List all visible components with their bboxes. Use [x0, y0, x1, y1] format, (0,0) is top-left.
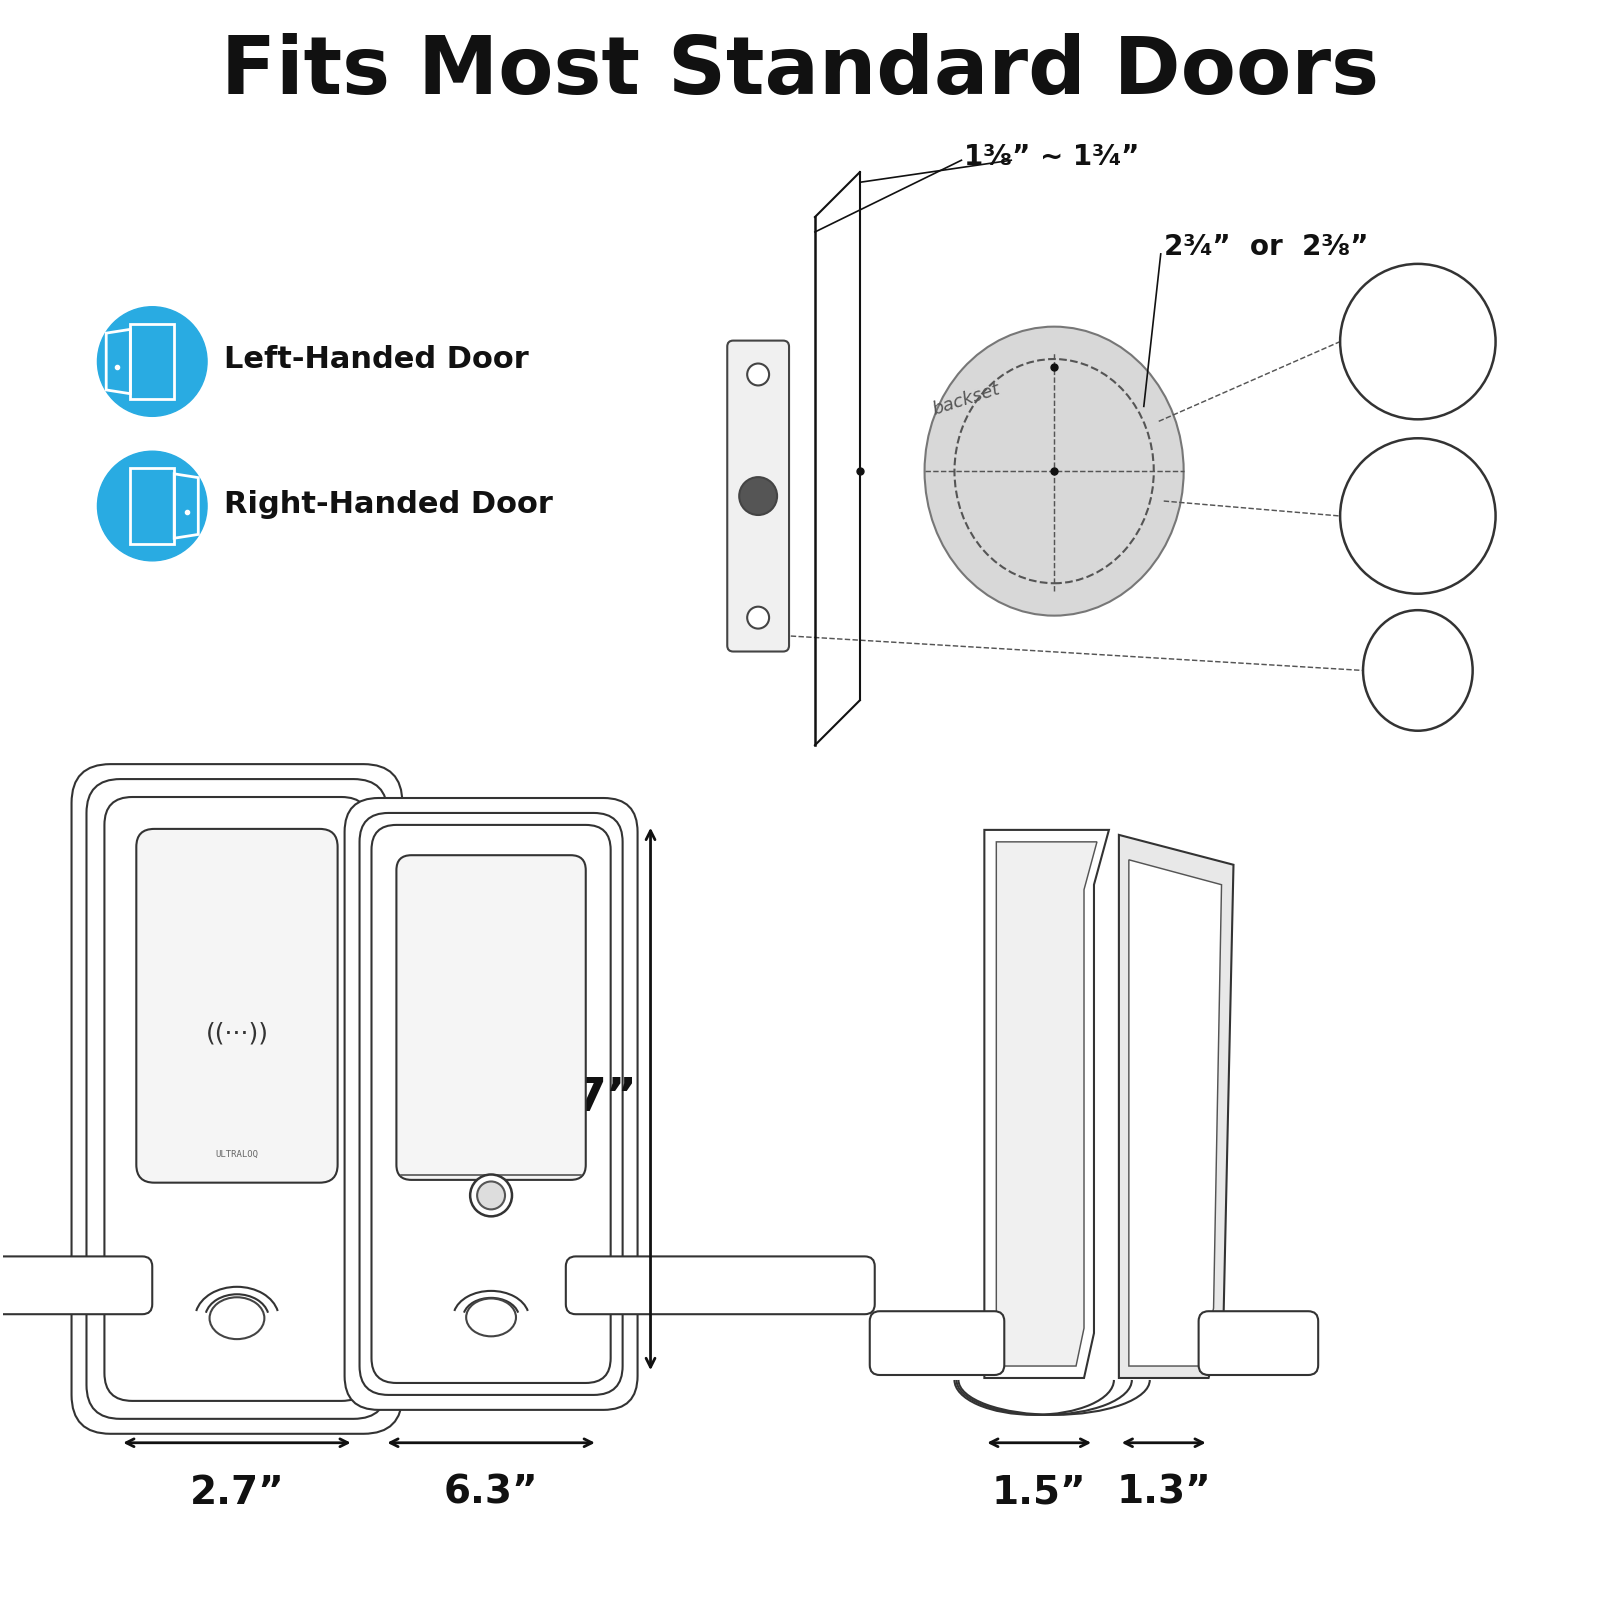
Ellipse shape [1363, 610, 1472, 731]
Text: backset: backset [930, 381, 1002, 419]
Polygon shape [1130, 859, 1221, 1366]
Text: ((···)): ((···)) [205, 1021, 269, 1045]
FancyBboxPatch shape [397, 856, 586, 1179]
Ellipse shape [925, 326, 1184, 616]
Text: 1.3”: 1.3” [1117, 1474, 1211, 1512]
FancyBboxPatch shape [870, 1312, 1005, 1374]
FancyBboxPatch shape [1198, 1312, 1318, 1374]
Polygon shape [1118, 835, 1234, 1378]
FancyBboxPatch shape [86, 779, 387, 1419]
Circle shape [739, 477, 778, 515]
Ellipse shape [466, 1299, 515, 1336]
FancyBboxPatch shape [72, 765, 402, 1434]
Bar [130, 469, 174, 544]
Text: 1³⁄₈” ∼ 1³⁄₄”: 1³⁄₈” ∼ 1³⁄₄” [965, 144, 1139, 171]
Text: 1.5”: 1.5” [992, 1474, 1086, 1512]
FancyBboxPatch shape [360, 813, 622, 1395]
Circle shape [1341, 438, 1496, 594]
Circle shape [470, 1174, 512, 1216]
Text: 7”: 7” [574, 1077, 638, 1122]
Circle shape [747, 606, 770, 629]
Circle shape [1341, 264, 1496, 419]
Text: ULTRALOQ: ULTRALOQ [216, 1150, 259, 1160]
Text: 1”: 1” [1398, 638, 1437, 667]
Polygon shape [997, 842, 1098, 1366]
Circle shape [477, 1181, 506, 1210]
FancyBboxPatch shape [0, 1256, 152, 1314]
Text: 2.7”: 2.7” [189, 1474, 285, 1512]
Circle shape [98, 307, 206, 416]
Text: 6.3”: 6.3” [443, 1474, 538, 1512]
FancyBboxPatch shape [104, 797, 370, 1402]
FancyBboxPatch shape [566, 1256, 875, 1314]
FancyBboxPatch shape [344, 798, 637, 1410]
Text: 2⅛”: 2⅛” [1382, 480, 1453, 509]
FancyBboxPatch shape [136, 829, 338, 1182]
FancyBboxPatch shape [728, 341, 789, 651]
Text: Right-Handed Door: Right-Handed Door [224, 490, 554, 518]
Ellipse shape [210, 1298, 264, 1339]
Text: 2³⁄₄”  or  2³⁄₈”: 2³⁄₄” or 2³⁄₈” [1163, 234, 1368, 261]
FancyBboxPatch shape [371, 826, 611, 1382]
Bar [130, 323, 174, 400]
Circle shape [98, 451, 206, 562]
Polygon shape [984, 830, 1109, 1378]
Text: Left-Handed Door: Left-Handed Door [224, 346, 528, 374]
Text: 1½”: 1½” [1382, 306, 1453, 334]
Circle shape [747, 363, 770, 386]
Text: Fits Most Standard Doors: Fits Most Standard Doors [221, 32, 1379, 110]
